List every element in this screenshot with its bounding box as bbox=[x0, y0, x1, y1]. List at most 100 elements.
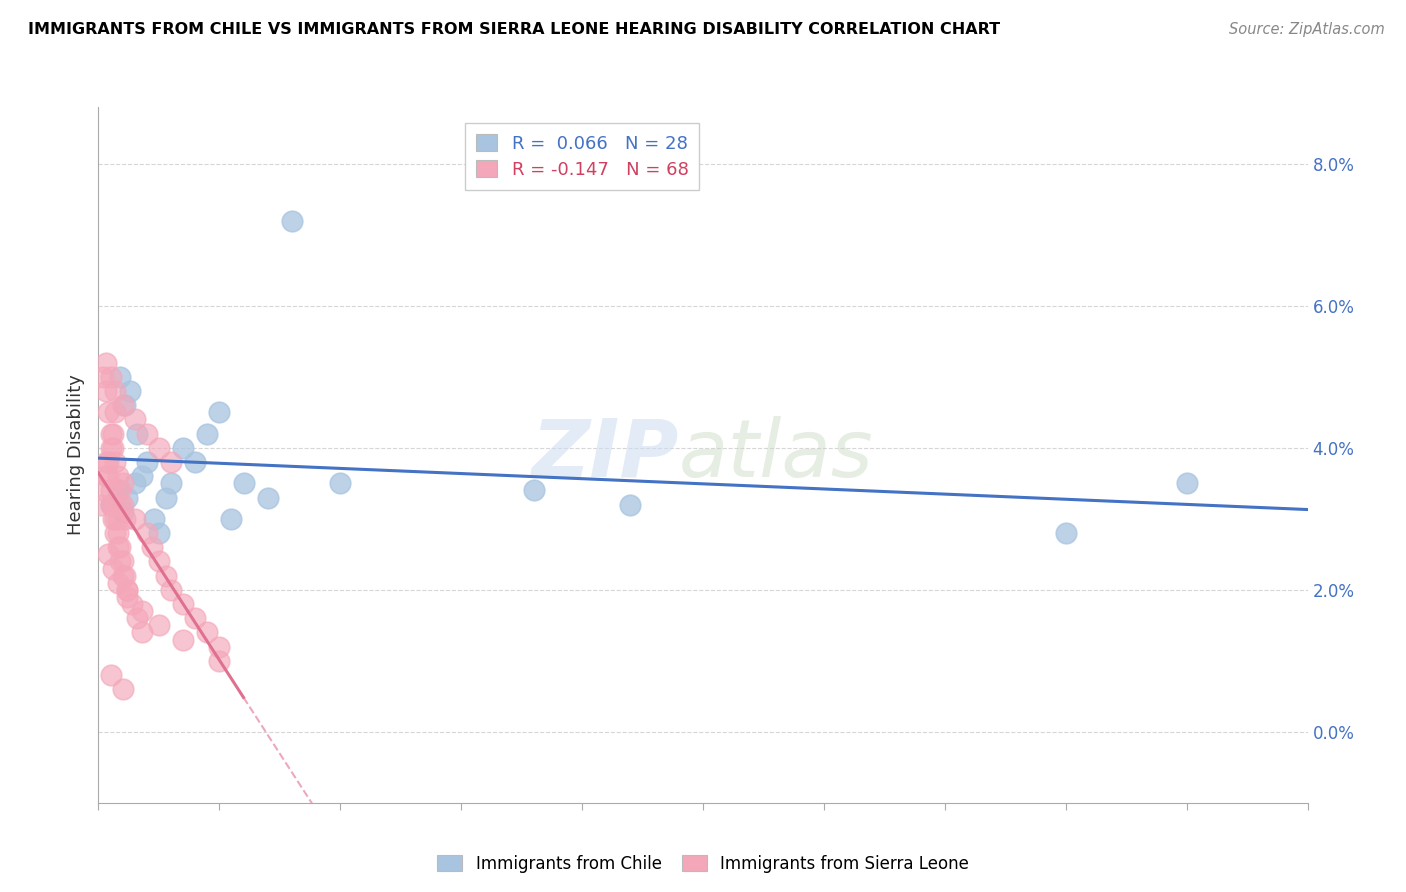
Point bbox=[135, 526, 157, 541]
Point bbox=[124, 512, 146, 526]
Point bbox=[91, 369, 114, 384]
Point bbox=[523, 483, 546, 498]
Point bbox=[104, 526, 127, 541]
Point bbox=[101, 441, 124, 455]
Point bbox=[111, 554, 134, 568]
Point bbox=[1175, 476, 1198, 491]
Point bbox=[101, 426, 124, 441]
Point bbox=[172, 441, 194, 455]
Point bbox=[90, 498, 112, 512]
Point bbox=[148, 441, 170, 455]
Point bbox=[118, 384, 141, 398]
Point bbox=[208, 654, 231, 668]
Point bbox=[127, 611, 149, 625]
Point bbox=[135, 426, 157, 441]
Point bbox=[111, 398, 134, 412]
Point bbox=[107, 575, 129, 590]
Point bbox=[100, 426, 122, 441]
Point bbox=[107, 526, 129, 541]
Point bbox=[108, 554, 131, 568]
Point bbox=[97, 405, 120, 419]
Point bbox=[172, 632, 194, 647]
Point bbox=[281, 213, 304, 227]
Point bbox=[111, 505, 134, 519]
Point bbox=[117, 491, 139, 505]
Point bbox=[619, 498, 641, 512]
Point bbox=[97, 547, 120, 561]
Legend: R =  0.066   N = 28, R = -0.147   N = 68: R = 0.066 N = 28, R = -0.147 N = 68 bbox=[465, 123, 699, 189]
Point bbox=[135, 455, 157, 469]
Point bbox=[108, 540, 131, 554]
Point bbox=[172, 597, 194, 611]
Point bbox=[195, 426, 218, 441]
Point bbox=[208, 405, 231, 419]
Point bbox=[108, 498, 131, 512]
Point bbox=[329, 476, 352, 491]
Point bbox=[124, 412, 146, 426]
Text: atlas: atlas bbox=[679, 416, 873, 494]
Point bbox=[160, 476, 183, 491]
Point bbox=[97, 469, 120, 483]
Point bbox=[121, 597, 143, 611]
Point bbox=[155, 568, 177, 582]
Point bbox=[160, 455, 183, 469]
Point bbox=[184, 611, 207, 625]
Point bbox=[155, 491, 177, 505]
Point bbox=[107, 469, 129, 483]
Point bbox=[148, 618, 170, 632]
Point bbox=[111, 568, 134, 582]
Point bbox=[94, 356, 117, 370]
Y-axis label: Hearing Disability: Hearing Disability bbox=[66, 375, 84, 535]
Point bbox=[208, 640, 231, 654]
Point bbox=[104, 455, 127, 469]
Point bbox=[107, 540, 129, 554]
Point bbox=[104, 512, 127, 526]
Text: IMMIGRANTS FROM CHILE VS IMMIGRANTS FROM SIERRA LEONE HEARING DISABILITY CORRELA: IMMIGRANTS FROM CHILE VS IMMIGRANTS FROM… bbox=[28, 22, 1000, 37]
Point bbox=[131, 604, 153, 618]
Point bbox=[124, 476, 146, 491]
Point bbox=[108, 369, 131, 384]
Point bbox=[131, 469, 153, 483]
Point bbox=[195, 625, 218, 640]
Point bbox=[94, 469, 117, 483]
Point bbox=[114, 512, 136, 526]
Point bbox=[100, 441, 122, 455]
Point bbox=[131, 625, 153, 640]
Point bbox=[111, 476, 134, 491]
Point bbox=[107, 483, 129, 498]
Point bbox=[114, 398, 136, 412]
Point bbox=[256, 491, 278, 505]
Point bbox=[100, 498, 122, 512]
Point bbox=[100, 369, 122, 384]
Point bbox=[117, 582, 139, 597]
Point bbox=[100, 668, 122, 682]
Point bbox=[101, 561, 124, 575]
Point bbox=[107, 512, 129, 526]
Point bbox=[143, 512, 166, 526]
Point bbox=[111, 682, 134, 697]
Point bbox=[160, 582, 183, 597]
Point bbox=[104, 405, 127, 419]
Point bbox=[141, 540, 163, 554]
Point bbox=[127, 426, 149, 441]
Point bbox=[101, 498, 124, 512]
Point bbox=[100, 498, 122, 512]
Point bbox=[1054, 526, 1077, 541]
Legend: Immigrants from Chile, Immigrants from Sierra Leone: Immigrants from Chile, Immigrants from S… bbox=[430, 848, 976, 880]
Point bbox=[91, 483, 114, 498]
Point bbox=[108, 483, 131, 498]
Point bbox=[94, 455, 117, 469]
Point bbox=[94, 384, 117, 398]
Point bbox=[97, 455, 120, 469]
Point bbox=[148, 554, 170, 568]
Point bbox=[104, 384, 127, 398]
Point bbox=[221, 512, 243, 526]
Point bbox=[148, 526, 170, 541]
Point bbox=[232, 476, 254, 491]
Point bbox=[184, 455, 207, 469]
Text: Source: ZipAtlas.com: Source: ZipAtlas.com bbox=[1229, 22, 1385, 37]
Point bbox=[100, 483, 122, 498]
Point bbox=[111, 498, 134, 512]
Text: ZIP: ZIP bbox=[531, 416, 679, 494]
Point bbox=[101, 512, 124, 526]
